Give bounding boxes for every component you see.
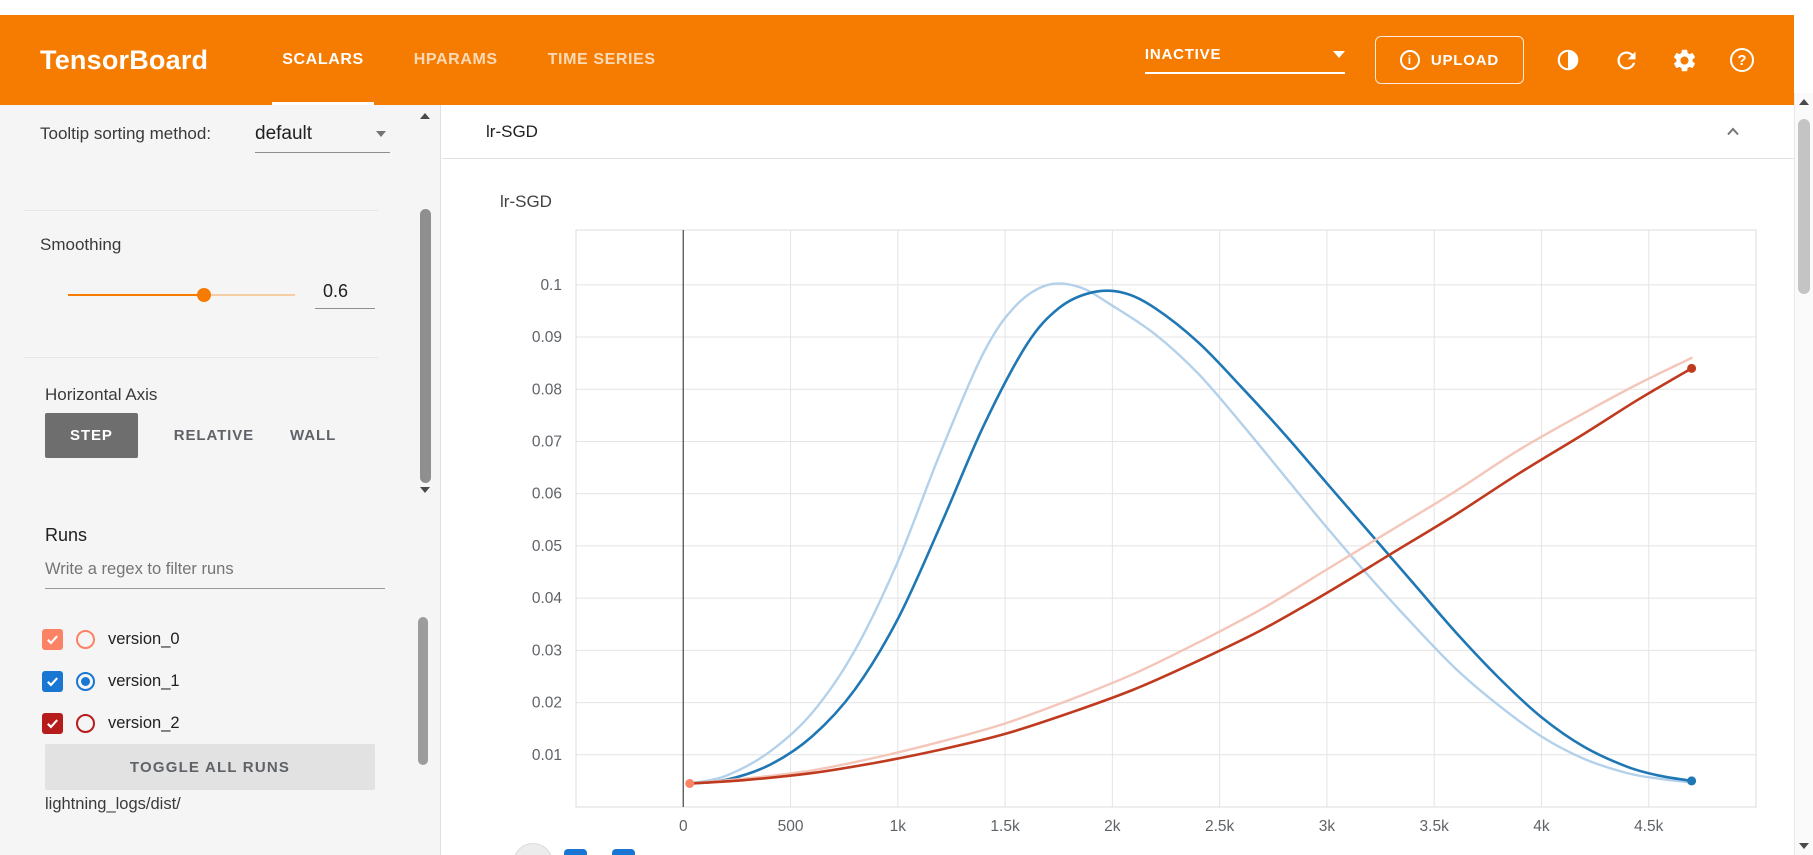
line-chart[interactable]: 0 500 1k 1.5k 2k 2.5k 3k 3.5k 4k 4.5k 0.01 0.02 0.03… bbox=[442, 160, 1794, 855]
settings-icon[interactable] bbox=[1670, 46, 1698, 74]
log-directory-label: lightning_logs/dist/ bbox=[45, 795, 181, 813]
run-radio[interactable] bbox=[76, 629, 95, 649]
tab-time-series[interactable]: TIME SERIES bbox=[547, 51, 656, 68]
question-mark-icon: ? bbox=[1730, 48, 1754, 72]
settings-scrollbar[interactable] bbox=[419, 113, 432, 497]
chart-group-title: lr-SGD bbox=[486, 121, 538, 141]
smoothing-label: Smoothing bbox=[40, 235, 122, 254]
series-end-dot bbox=[685, 779, 695, 789]
settings-sidebar: Tooltip sorting method: default Smoothin… bbox=[0, 105, 441, 855]
scrollbar-up-arrow[interactable] bbox=[1799, 99, 1809, 105]
x-tick-label: 1.5k bbox=[990, 818, 1020, 835]
run-radio[interactable] bbox=[76, 671, 95, 691]
refresh-icon[interactable] bbox=[1612, 46, 1640, 74]
y-tick-label: 0.06 bbox=[532, 486, 562, 503]
slider-thumb[interactable] bbox=[197, 288, 212, 302]
runs-filter-input[interactable] bbox=[45, 560, 385, 589]
section-divider bbox=[24, 357, 378, 358]
chart-toggle-icon[interactable] bbox=[612, 849, 635, 855]
smoothing-value-input[interactable]: 0.6 bbox=[315, 281, 375, 309]
y-tick-label: 0.02 bbox=[532, 695, 562, 712]
x-tick-label: 500 bbox=[778, 818, 804, 835]
x-tick-label: 1k bbox=[890, 818, 907, 835]
tooltip-sorting-label: Tooltip sorting method: bbox=[40, 124, 212, 143]
scrollbar-down-arrow[interactable] bbox=[1799, 843, 1809, 849]
axis-option-wall[interactable]: WALL bbox=[290, 413, 336, 458]
series-line bbox=[688, 356, 1693, 785]
run-row: version_2 bbox=[42, 702, 410, 744]
smoothing-slider[interactable] bbox=[68, 287, 295, 303]
y-tick-label: 0.01 bbox=[532, 747, 562, 764]
run-checkbox[interactable] bbox=[42, 712, 63, 734]
app-header: TensorBoard SCALARS HPARAMS TIME SERIES IN… bbox=[0, 15, 1794, 105]
run-name-label: version_1 bbox=[108, 671, 180, 690]
y-tick-label: 0.07 bbox=[532, 433, 562, 450]
y-tick-label: 0.03 bbox=[532, 642, 562, 659]
info-icon: i bbox=[1399, 50, 1420, 70]
status-dropdown[interactable]: INACTIVE bbox=[1144, 46, 1345, 74]
plot-border bbox=[575, 229, 1757, 808]
run-checkbox[interactable] bbox=[42, 628, 63, 650]
y-tick-label: 0.09 bbox=[532, 329, 562, 346]
collapse-chevron-icon[interactable] bbox=[1724, 123, 1742, 146]
scrollbar-thumb[interactable] bbox=[1798, 119, 1810, 294]
series-line bbox=[688, 367, 1693, 785]
run-checkbox[interactable] bbox=[42, 670, 63, 692]
slider-fill bbox=[68, 294, 205, 296]
x-tick-label: 4.5k bbox=[1634, 818, 1664, 835]
chart-card-header[interactable]: lr-SGD bbox=[442, 105, 1794, 159]
x-tick-label: 3.5k bbox=[1420, 818, 1450, 835]
runs-heading: Runs bbox=[45, 525, 88, 545]
series-end-dot bbox=[1687, 776, 1697, 786]
upload-label: UPLOAD bbox=[1430, 51, 1499, 69]
page-scrollbar[interactable] bbox=[1794, 93, 1813, 855]
y-tick-label: 0.04 bbox=[532, 590, 563, 607]
scrollbar-thumb[interactable] bbox=[420, 209, 431, 483]
x-tick-label: 3k bbox=[1319, 818, 1336, 835]
x-tick-label: 2.5k bbox=[1205, 818, 1235, 835]
toggle-all-runs-button[interactable]: TOGGLE ALL RUNS bbox=[45, 744, 375, 790]
runs-list: version_0 version_1 version_2 bbox=[42, 618, 410, 744]
run-radio[interactable] bbox=[76, 713, 95, 733]
tooltip-sorting-dropdown[interactable]: default bbox=[255, 123, 390, 153]
x-tick-label: 2k bbox=[1104, 818, 1121, 835]
scrollbar-up-arrow[interactable] bbox=[420, 113, 431, 123]
upload-button[interactable]: i UPLOAD bbox=[1374, 36, 1524, 84]
y-tick-label: 0.08 bbox=[532, 381, 562, 398]
series-line bbox=[688, 282, 1693, 785]
horizontal-axis-options: STEP RELATIVE WALL bbox=[45, 413, 336, 458]
chevron-down-icon bbox=[1332, 51, 1345, 58]
tab-scalars[interactable]: SCALARS bbox=[272, 15, 374, 105]
series-end-dot bbox=[1687, 363, 1697, 373]
axis-option-relative[interactable]: RELATIVE bbox=[174, 413, 254, 458]
x-tick-label: 4k bbox=[1533, 818, 1550, 835]
run-row: version_1 bbox=[42, 660, 410, 702]
run-radio-dot bbox=[81, 676, 90, 686]
run-name-label: version_2 bbox=[108, 713, 180, 732]
run-name-label: version_0 bbox=[108, 629, 180, 648]
theme-toggle-icon[interactable] bbox=[1554, 46, 1582, 74]
horizontal-axis-label: Horizontal Axis bbox=[45, 385, 158, 404]
y-tick-label: 0.05 bbox=[532, 538, 562, 555]
app-logo: TensorBoard bbox=[40, 44, 209, 75]
tab-hparams[interactable]: HPARAMS bbox=[413, 51, 498, 68]
status-dropdown-value: INACTIVE bbox=[1144, 46, 1222, 63]
series-line bbox=[688, 289, 1693, 785]
header-tabs: SCALARS HPARAMS TIME SERIES bbox=[272, 15, 659, 105]
scrollbar-down-arrow[interactable] bbox=[420, 487, 431, 497]
y-tick-label: 0.1 bbox=[540, 277, 562, 294]
x-tick-label: 0 bbox=[679, 818, 688, 835]
runs-scrollbar-thumb[interactable] bbox=[418, 617, 428, 765]
chart-toggle-icon[interactable] bbox=[564, 849, 587, 855]
header-actions: INACTIVE i UPLOAD ? bbox=[1144, 36, 1756, 84]
chevron-down-icon bbox=[376, 131, 386, 137]
run-row: version_0 bbox=[42, 618, 410, 660]
section-divider bbox=[24, 210, 378, 211]
axis-option-step[interactable]: STEP bbox=[45, 413, 138, 458]
tooltip-sorting-value: default bbox=[255, 123, 313, 144]
chart-title: lr-SGD bbox=[500, 192, 552, 211]
scalars-dashboard: lr-SGD 0 500 1k 1.5k 2k 2.5k 3k 3.5k 4k 4.5k 0.01 0… bbox=[442, 105, 1794, 855]
help-icon[interactable]: ? bbox=[1728, 46, 1756, 74]
